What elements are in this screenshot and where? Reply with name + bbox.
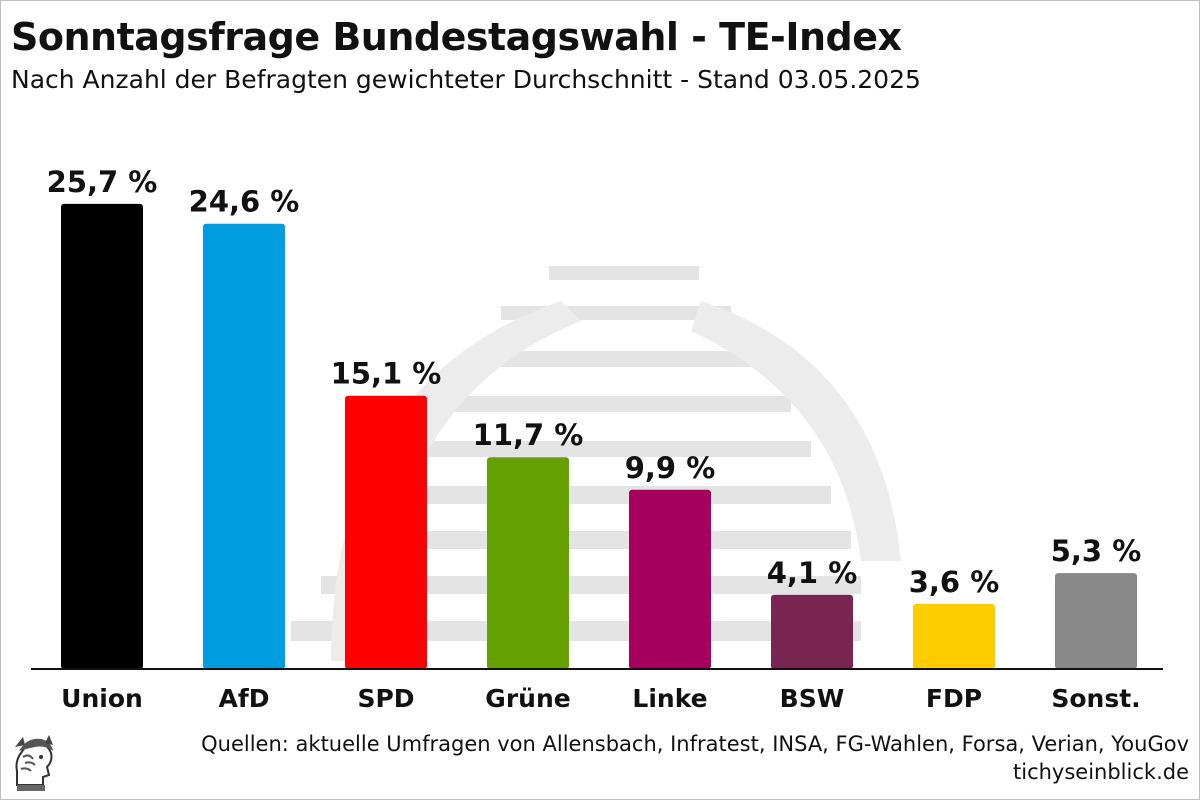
category-label-0: Union	[61, 684, 143, 713]
bar-3	[487, 457, 569, 669]
category-label-4: Linke	[632, 684, 707, 713]
bar-6	[913, 603, 995, 669]
hermes-head-logo	[15, 735, 53, 791]
category-label-5: BSW	[780, 684, 845, 713]
category-label-1: AfD	[219, 684, 270, 713]
data-label-2: 15,1 %	[331, 357, 442, 391]
data-label-4: 9,9 %	[625, 451, 716, 485]
website-label: tichyseinblick.de	[1013, 760, 1189, 784]
data-label-3: 11,7 %	[473, 418, 584, 452]
category-label-7: Sonst.	[1051, 684, 1140, 713]
data-label-0: 25,7 %	[47, 165, 158, 199]
bar-0	[61, 203, 143, 669]
chart-subtitle: Nach Anzahl der Befragten gewichteter Du…	[11, 65, 921, 94]
source-note: Quellen: aktuelle Umfragen von Allensbac…	[201, 732, 1189, 756]
category-label-6: FDP	[926, 684, 982, 713]
chart-title: Sonntagsfrage Bundestagswahl - TE-Index	[11, 15, 902, 59]
bar-7	[1055, 573, 1137, 669]
bar-4	[629, 489, 711, 669]
bar-5	[771, 594, 853, 669]
category-label-2: SPD	[357, 684, 414, 713]
data-label-5: 4,1 %	[767, 556, 858, 590]
bar-2	[345, 395, 427, 669]
bar-1	[203, 223, 285, 670]
data-label-6: 3,6 %	[909, 565, 1000, 599]
data-label-1: 24,6 %	[189, 185, 300, 219]
category-label-3: Grüne	[485, 684, 570, 713]
data-label-7: 5,3 %	[1051, 534, 1142, 568]
